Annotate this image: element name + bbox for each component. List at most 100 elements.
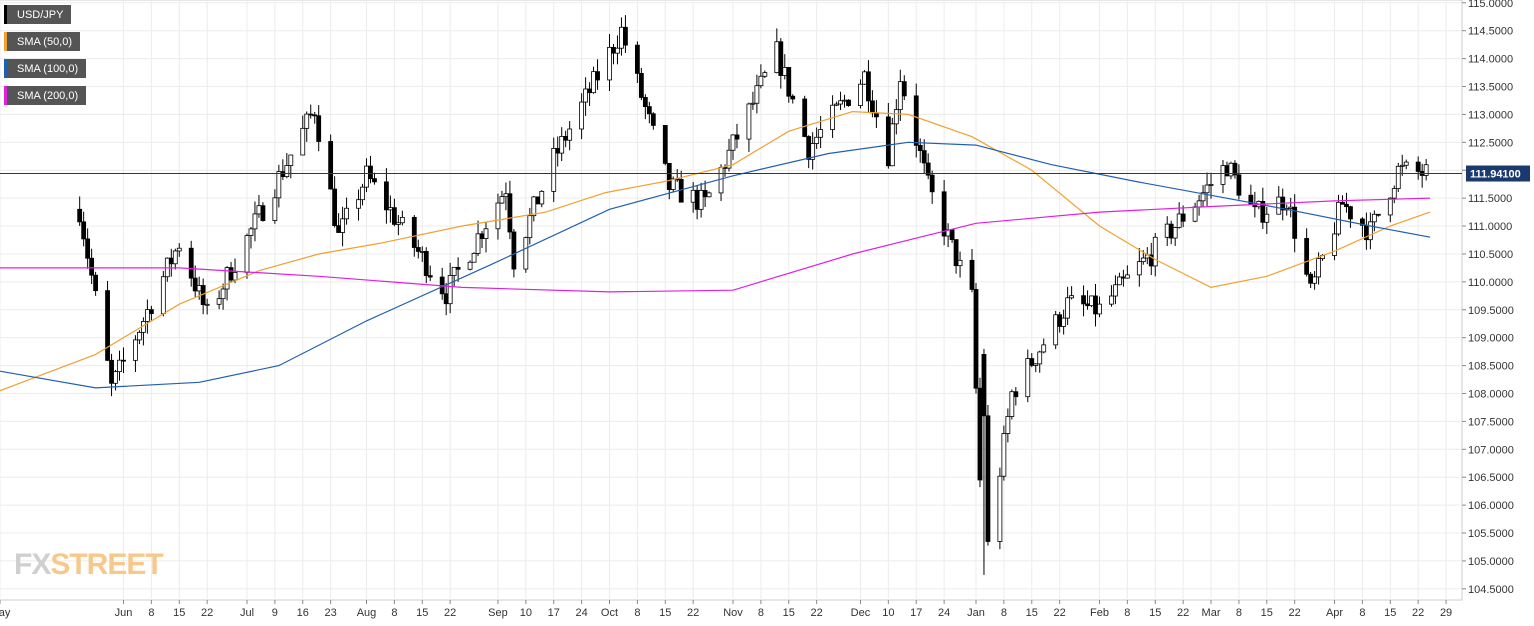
candle-up bbox=[583, 88, 588, 103]
candle-up bbox=[1395, 165, 1401, 189]
candle-down bbox=[427, 275, 433, 278]
candle-up bbox=[842, 99, 847, 102]
candle-up bbox=[248, 228, 254, 236]
candle-down bbox=[1057, 314, 1063, 327]
candle-down bbox=[925, 162, 931, 176]
candle-up bbox=[782, 67, 788, 76]
candle-up bbox=[591, 71, 596, 94]
candle-down bbox=[1340, 202, 1345, 205]
legend-sma100[interactable]: SMA (100,0) bbox=[4, 59, 87, 78]
x-tick-label: 22 bbox=[1054, 607, 1066, 619]
x-tick-label: 8 bbox=[391, 607, 397, 619]
candle-down bbox=[332, 188, 338, 227]
candle-up bbox=[419, 251, 425, 253]
y-tick-label: 109.0000 bbox=[1468, 333, 1514, 345]
y-tick-label: 108.0000 bbox=[1468, 388, 1514, 400]
candle-down bbox=[802, 98, 808, 137]
candle-up bbox=[527, 215, 533, 239]
candle-up bbox=[284, 165, 290, 178]
x-tick-label: 8 bbox=[1359, 607, 1365, 619]
x-tick-label: 24 bbox=[575, 607, 587, 619]
x-tick-label: 15 bbox=[659, 607, 671, 619]
candle-up bbox=[1005, 416, 1011, 434]
candle-down bbox=[1292, 206, 1298, 239]
candle-down bbox=[941, 191, 947, 237]
candle-up bbox=[567, 128, 573, 141]
x-tick-label: Sep bbox=[488, 607, 508, 619]
x-tick-label: 8 bbox=[758, 607, 764, 619]
candle-up bbox=[1025, 358, 1031, 398]
x-tick-label: 15 bbox=[1261, 607, 1273, 619]
candle-down bbox=[595, 71, 600, 81]
candle-down bbox=[93, 274, 99, 292]
last-price-badge bbox=[1466, 165, 1530, 182]
candle-down bbox=[415, 247, 421, 252]
candle-down bbox=[1236, 174, 1242, 196]
candle-down bbox=[901, 81, 907, 97]
candle-down bbox=[846, 99, 851, 106]
candle-up bbox=[244, 235, 250, 273]
y-tick-label: 104.5000 bbox=[1468, 584, 1514, 596]
x-tick-label: Dec bbox=[851, 607, 871, 619]
candle-down bbox=[981, 354, 987, 417]
candle-down bbox=[443, 293, 449, 305]
candle-down bbox=[312, 114, 318, 117]
candle-up bbox=[471, 252, 477, 263]
candle-up bbox=[1387, 197, 1393, 216]
candle-down bbox=[384, 181, 389, 211]
candle-up bbox=[137, 331, 142, 341]
candle-up bbox=[288, 154, 294, 166]
candle-down bbox=[702, 190, 708, 198]
candle-down bbox=[411, 216, 417, 248]
y-tick-label: 107.5000 bbox=[1468, 416, 1514, 428]
candle-up bbox=[1109, 295, 1114, 305]
candle-up bbox=[559, 136, 565, 154]
candle-down bbox=[1375, 213, 1381, 216]
x-tick-label: 15 bbox=[1026, 607, 1038, 619]
candle-up bbox=[272, 197, 278, 221]
candle-up bbox=[1172, 227, 1178, 239]
candle-up bbox=[395, 222, 401, 225]
chart-legend: USD/JPY SMA (50,0) SMA (100,0) SMA (200,… bbox=[4, 5, 87, 113]
legend-sma200[interactable]: SMA (200,0) bbox=[4, 86, 87, 105]
candle-down bbox=[368, 165, 373, 180]
candle-up bbox=[774, 41, 780, 74]
y-tick-label: 113.5000 bbox=[1468, 82, 1513, 94]
candle-down bbox=[479, 233, 485, 239]
candle-down bbox=[228, 267, 234, 281]
candle-up bbox=[1089, 295, 1094, 307]
candle-up bbox=[1069, 295, 1075, 299]
candle-up bbox=[1041, 344, 1047, 353]
x-tick-label: May bbox=[0, 607, 11, 619]
candle-up bbox=[551, 148, 557, 192]
candle-up bbox=[1113, 284, 1118, 297]
candle-down bbox=[336, 225, 342, 233]
candle-down bbox=[1348, 206, 1353, 220]
candle-up bbox=[1053, 314, 1059, 346]
candle-up bbox=[503, 193, 509, 198]
candle-up bbox=[113, 371, 118, 384]
candle-down bbox=[1120, 276, 1126, 279]
candle-up bbox=[758, 75, 764, 87]
candle-up bbox=[1312, 276, 1318, 284]
candle-up bbox=[340, 218, 345, 233]
candle-up bbox=[814, 136, 820, 144]
legend-usdjpy[interactable]: USD/JPY bbox=[4, 5, 72, 24]
candle-up bbox=[1009, 391, 1015, 417]
legend-sma50[interactable]: SMA (50,0) bbox=[4, 32, 81, 51]
plot-area bbox=[0, 0, 1463, 601]
candle-up bbox=[364, 165, 369, 188]
candle-down bbox=[929, 174, 935, 193]
candle-up bbox=[1061, 317, 1067, 327]
candle-up bbox=[387, 207, 393, 211]
y-tick-label: 114.0000 bbox=[1468, 54, 1513, 66]
candle-down bbox=[985, 415, 991, 542]
candle-up bbox=[706, 192, 712, 198]
y-tick-label: 106.0000 bbox=[1468, 500, 1514, 512]
y-tick-label: 109.5000 bbox=[1468, 305, 1514, 317]
x-tick-label: 22 bbox=[201, 607, 213, 619]
candle-down bbox=[806, 136, 812, 160]
candle-up bbox=[467, 261, 473, 270]
last-price-label: 111.94100 bbox=[1470, 169, 1521, 181]
candle-up bbox=[698, 190, 704, 210]
